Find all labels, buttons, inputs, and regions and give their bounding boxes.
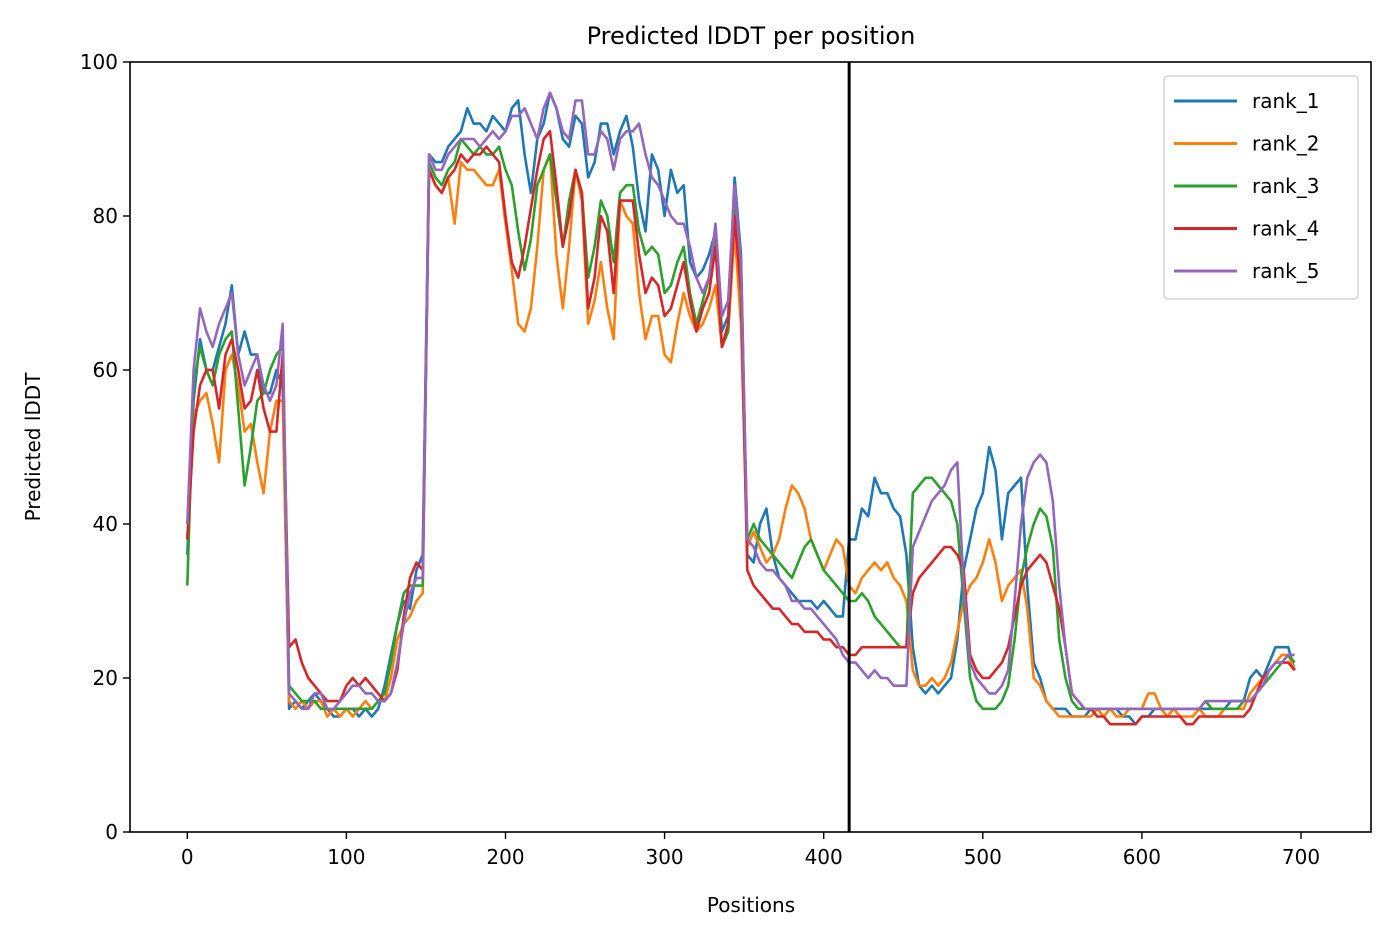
x-axis-label: Positions — [707, 893, 795, 917]
x-tick-label: 600 — [1123, 845, 1161, 869]
legend-label-rank_2: rank_2 — [1252, 132, 1319, 156]
y-axis-ticks: 0 20 40 60 80 100 — [80, 50, 130, 844]
y-tick-label: 20 — [93, 666, 118, 690]
x-tick-label: 500 — [964, 845, 1002, 869]
plot-area — [186, 62, 1296, 832]
y-tick-label: 100 — [80, 50, 118, 74]
plot-frame — [129, 61, 1372, 833]
x-tick-label: 0 — [181, 845, 194, 869]
legend-label-rank_1: rank_1 — [1252, 89, 1319, 113]
legend-label-rank_4: rank_4 — [1252, 217, 1319, 241]
y-tick-label: 60 — [93, 358, 118, 382]
y-axis-label: Predicted lDDT — [21, 372, 45, 522]
x-tick-label: 200 — [486, 845, 524, 869]
x-tick-label: 300 — [645, 845, 683, 869]
legend-label-rank_3: rank_3 — [1252, 174, 1319, 198]
x-tick-label: 100 — [327, 845, 365, 869]
legend-box — [1163, 75, 1359, 300]
y-tick-label: 80 — [93, 204, 118, 228]
x-tick-label: 700 — [1282, 845, 1320, 869]
legend: rank_1 rank_2 rank_3 rank_4 rank_5 — [1163, 75, 1359, 300]
y-tick-label: 0 — [105, 820, 118, 844]
x-axis-ticks: 0 100 200 300 400 500 600 700 — [181, 832, 1320, 869]
y-tick-label: 40 — [93, 512, 118, 536]
series-line-rank_5 — [186, 91, 1295, 711]
chart-title: Predicted lDDT per position — [587, 22, 916, 50]
x-tick-label: 400 — [805, 845, 843, 869]
legend-label-rank_5: rank_5 — [1252, 259, 1319, 283]
